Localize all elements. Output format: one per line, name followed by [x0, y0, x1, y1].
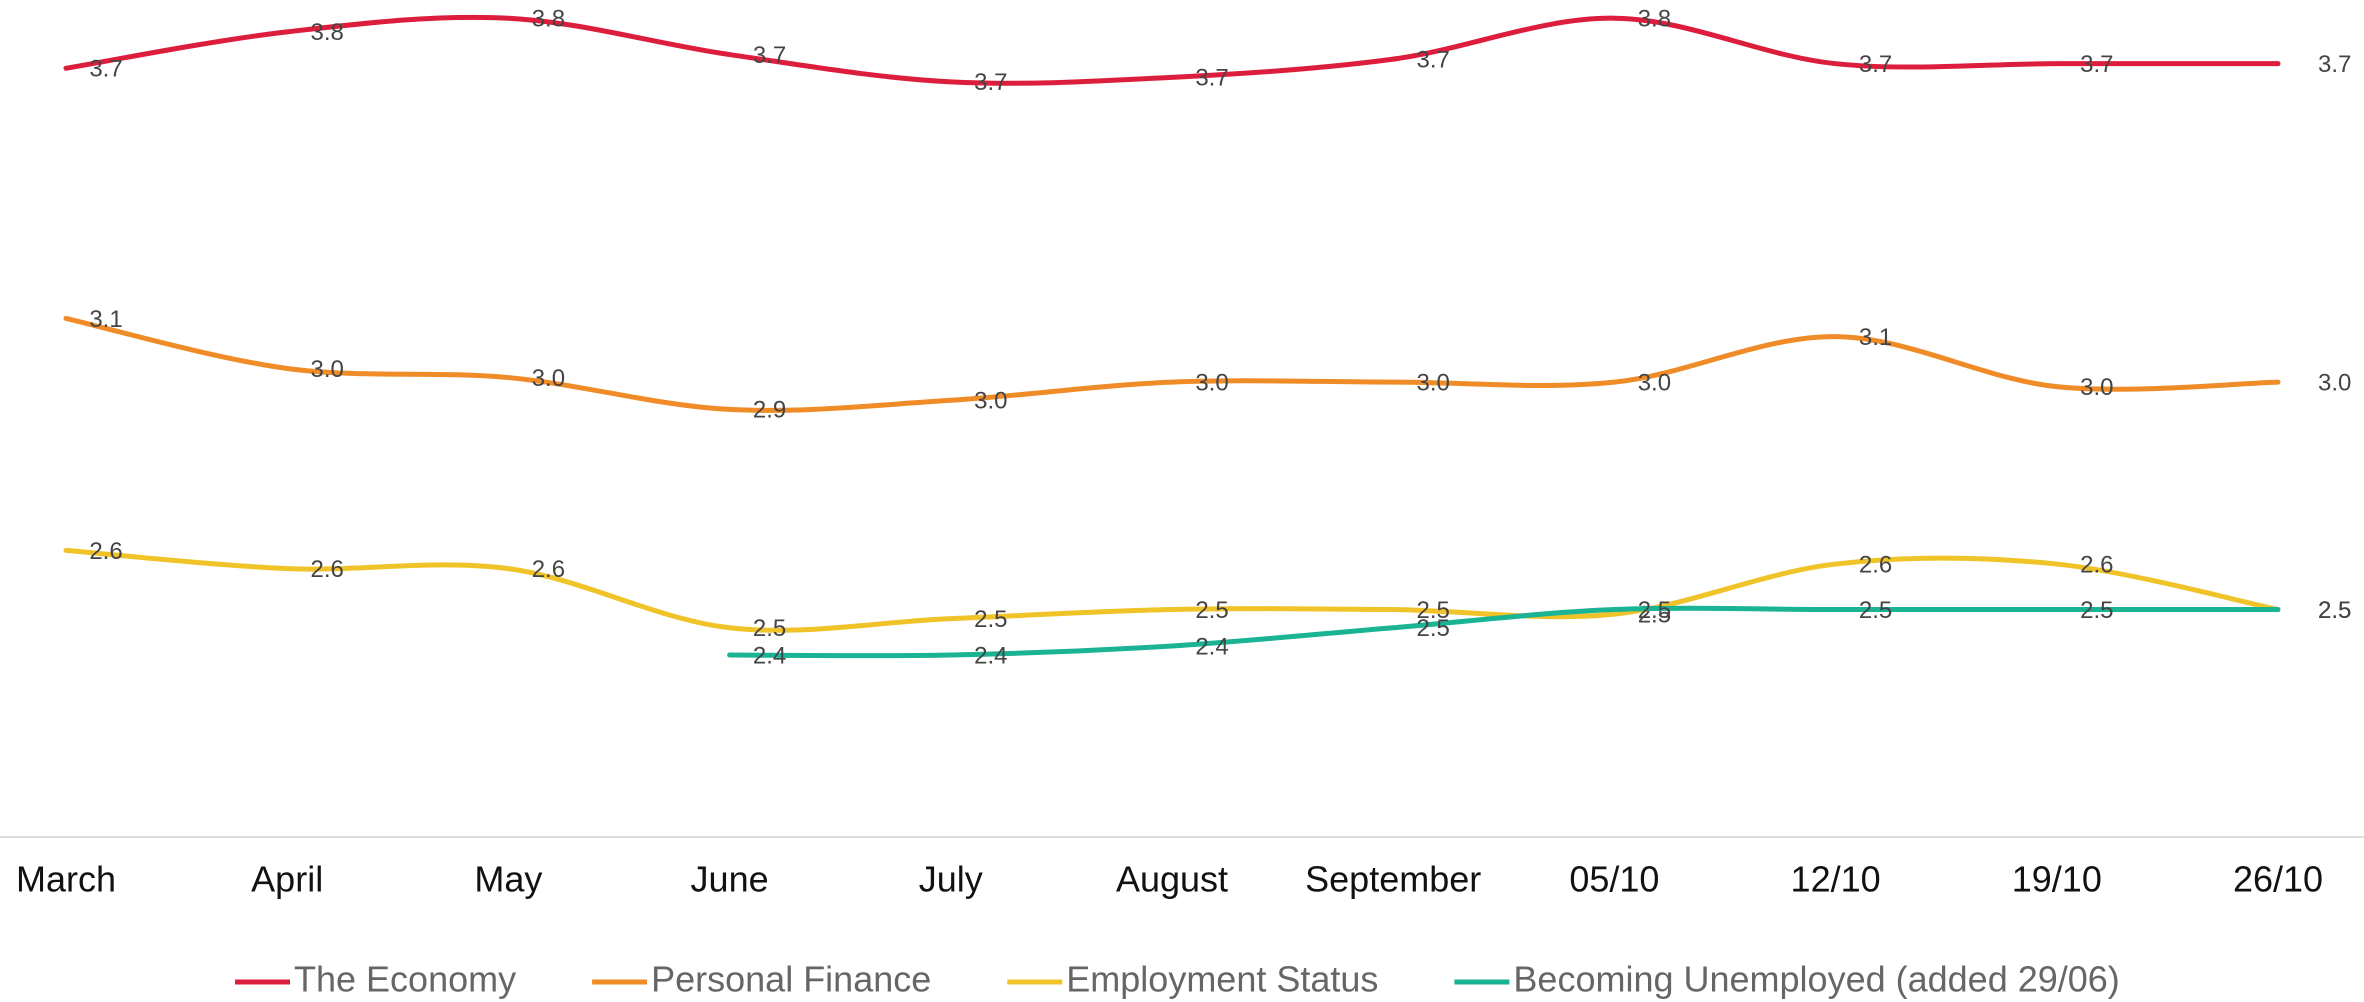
data-label: 3.8 [1638, 6, 1671, 33]
data-label: 2.5 [1195, 597, 1228, 624]
data-label: 3.0 [311, 356, 344, 383]
data-label: 3.0 [1638, 369, 1671, 396]
data-label: 2.5 [1859, 597, 1892, 624]
data-label: 3.0 [1417, 369, 1450, 396]
data-label: 3.0 [2318, 369, 2351, 396]
data-label: 3.7 [974, 69, 1007, 96]
series-line [727, 605, 2281, 659]
data-label: 2.5 [2080, 597, 2113, 624]
data-label: 2.5 [753, 615, 786, 642]
x-tick-label: August [1116, 859, 1228, 900]
data-label: 3.8 [532, 6, 565, 33]
data-label: 2.6 [311, 556, 344, 583]
data-label: 3.1 [89, 306, 122, 333]
x-tick-label: June [691, 859, 769, 900]
data-label: 3.0 [2080, 374, 2113, 401]
data-label: 3.7 [753, 42, 786, 69]
data-label: 3.1 [1859, 324, 1892, 351]
data-label: 3.0 [974, 388, 1007, 415]
x-tick-label: September [1305, 859, 1481, 900]
data-label: 2.6 [532, 556, 565, 583]
legend-label: Personal Finance [651, 959, 931, 1000]
data-label: 2.9 [753, 397, 786, 424]
data-label: 2.5 [2318, 597, 2351, 624]
legend-label: Employment Status [1066, 959, 1378, 1000]
x-tick-label: April [251, 859, 323, 900]
legend-label: Becoming Unemployed (added 29/06) [1513, 959, 2119, 1000]
data-label: 2.5 [974, 606, 1007, 633]
data-label: 2.6 [1859, 551, 1892, 578]
data-label: 3.7 [1859, 51, 1892, 78]
data-label: 2.5 [2318, 597, 2351, 624]
data-label: 2.5 [1417, 615, 1450, 642]
series-line [63, 315, 2281, 413]
data-label: 3.0 [1195, 369, 1228, 396]
data-label: 3.8 [311, 19, 344, 46]
data-label: 2.5 [1417, 597, 1450, 624]
data-label: 2.6 [89, 538, 122, 565]
legend-label: The Economy [294, 959, 516, 1000]
x-tick-label: 26/10 [2233, 859, 2323, 900]
data-label: 3.7 [1195, 65, 1228, 92]
x-tick-label: May [474, 859, 542, 900]
data-label: 2.6 [2080, 551, 2113, 578]
x-tick-label: 12/10 [1791, 859, 1881, 900]
x-tick-label: 19/10 [2012, 859, 2102, 900]
series-line [63, 547, 2281, 633]
data-label: 2.5 [1638, 597, 1671, 624]
data-label: 3.7 [1417, 46, 1450, 73]
data-label: 3.0 [532, 365, 565, 392]
x-tick-label: March [16, 859, 116, 900]
series-line [63, 14, 2281, 86]
x-tick-label: 05/10 [1569, 859, 1659, 900]
data-label: 3.7 [2080, 51, 2113, 78]
data-label: 3.7 [89, 56, 122, 83]
data-label: 2.4 [753, 642, 786, 669]
data-label: 2.4 [1195, 633, 1228, 660]
x-tick-label: July [919, 859, 983, 900]
data-label: 3.7 [2318, 51, 2351, 78]
data-label: 2.4 [974, 642, 1007, 669]
